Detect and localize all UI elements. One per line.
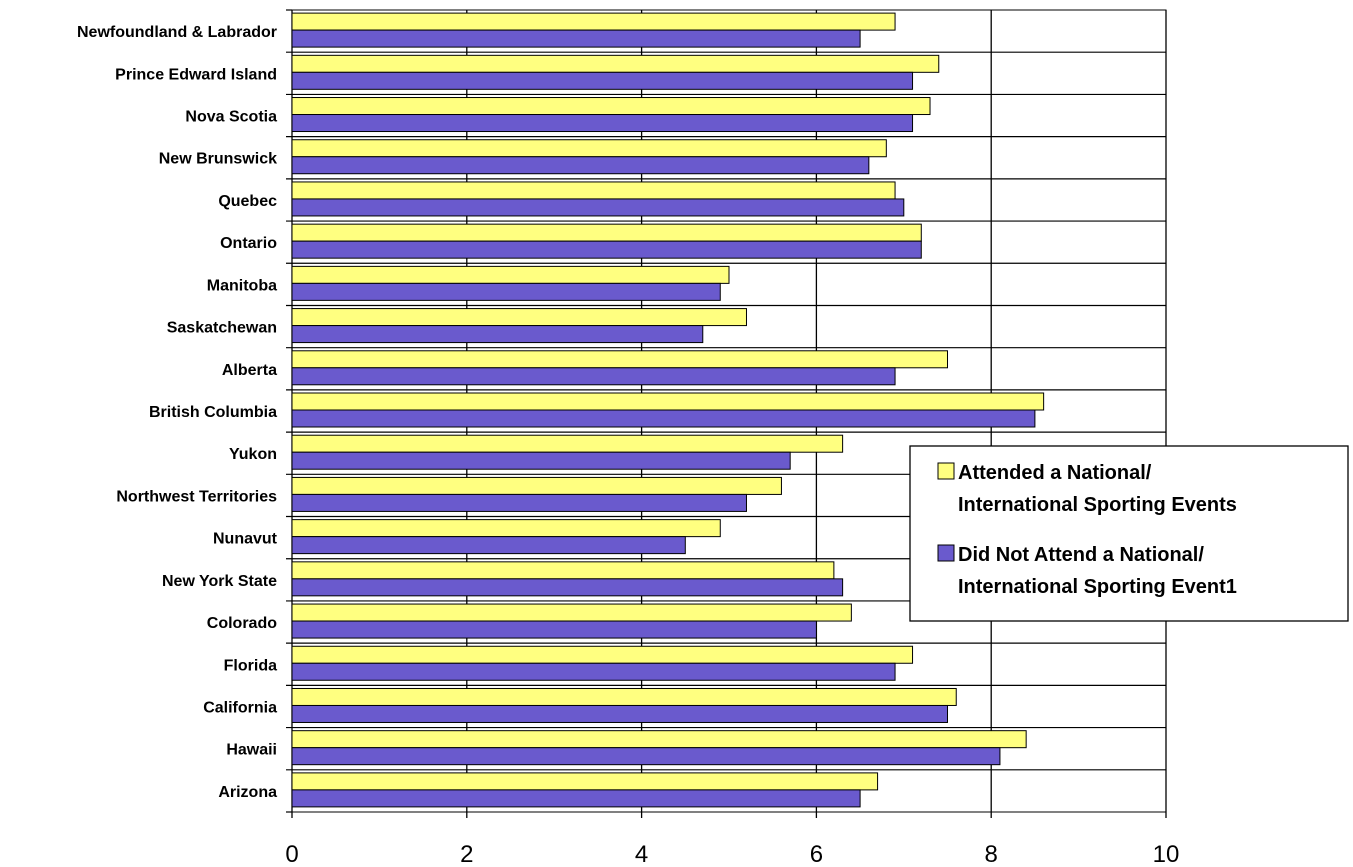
category-label: Arizona [218,784,277,801]
bar-did-not-attend [291,620,817,639]
x-tick-label: 2 [460,841,473,867]
category-label: Ontario [220,235,277,252]
bar-did-not-attend [291,71,914,90]
bar-attended [291,350,948,369]
bar-did-not-attend [291,409,1036,428]
bar-did-not-attend [291,789,861,808]
bar-did-not-attend [291,578,844,597]
legend-label: International Sporting Event1 [958,576,1237,598]
bar-did-not-attend [291,240,922,259]
x-tick-label: 10 [1153,841,1180,867]
category-label: Colorado [207,615,277,632]
bar-did-not-attend [291,282,721,301]
x-tick-label: 8 [985,841,998,867]
bar-attended [291,519,721,538]
bar-attended [291,265,730,284]
category-label: California [203,699,277,716]
bar-did-not-attend [291,198,905,217]
bar-attended [291,476,782,495]
category-label: Hawaii [226,742,277,759]
category-label: Northwest Territories [116,488,277,505]
legend-box [909,445,1349,622]
category-labels: Newfoundland & Labrador Prince Edward Isl… [77,24,278,801]
bar-did-not-attend [291,451,791,470]
category-label: Quebec [218,193,277,210]
bar-did-not-attend [291,156,870,175]
legend-swatch [937,544,955,562]
category-label: British Columbia [149,404,277,421]
x-tick-label: 0 [285,841,298,867]
category-label: New York State [162,573,277,590]
bar-did-not-attend [291,662,896,681]
category-label: Yukon [229,446,277,463]
bar-attended [291,561,835,580]
legend-label: Attended a National/ [958,462,1152,484]
bar-attended [291,772,879,791]
category-label: Florida [224,657,277,674]
category-label: Saskatchewan [167,320,277,337]
bar-attended [291,392,1045,411]
bar-did-not-attend [291,493,747,512]
bar-attended [291,223,922,242]
category-label: Prince Edward Island [115,66,277,83]
category-label: Nova Scotia [185,109,277,126]
bar-did-not-attend [291,29,861,48]
bar-attended [291,54,940,73]
category-label: New Brunswick [159,151,277,168]
category-label: Alberta [222,362,277,379]
x-tick-label: 6 [810,841,823,867]
bar-did-not-attend [291,367,896,386]
bars [291,12,1045,808]
x-tick-label: 4 [635,841,648,867]
bar-attended [291,730,1027,749]
legend: Attended a National/International Sporti… [909,445,1349,622]
legend-label: International Sporting Events [958,494,1237,516]
bar-attended [291,687,957,706]
x-tick-labels: 0 2 4 6 8 10 [285,841,1179,867]
category-label: Manitoba [207,277,277,294]
bar-attended [291,434,844,453]
bar-attended [291,12,896,31]
bar-did-not-attend [291,536,686,555]
legend-label: Did Not Attend a National/ [958,544,1204,566]
category-label: Newfoundland & Labrador [77,24,277,41]
bar-did-not-attend [291,114,914,133]
bar-attended [291,308,747,327]
legend-swatch [937,462,955,480]
bar-attended [291,645,914,664]
category-label: Nunavut [213,531,278,548]
plot-border [291,9,1167,813]
bar-did-not-attend [291,704,948,723]
bar-attended [291,603,852,622]
bar-did-not-attend [291,747,1001,766]
bar-did-not-attend [291,325,704,344]
bar-attended [291,97,931,116]
bar-attended [291,139,887,158]
bar-attended [291,181,896,200]
